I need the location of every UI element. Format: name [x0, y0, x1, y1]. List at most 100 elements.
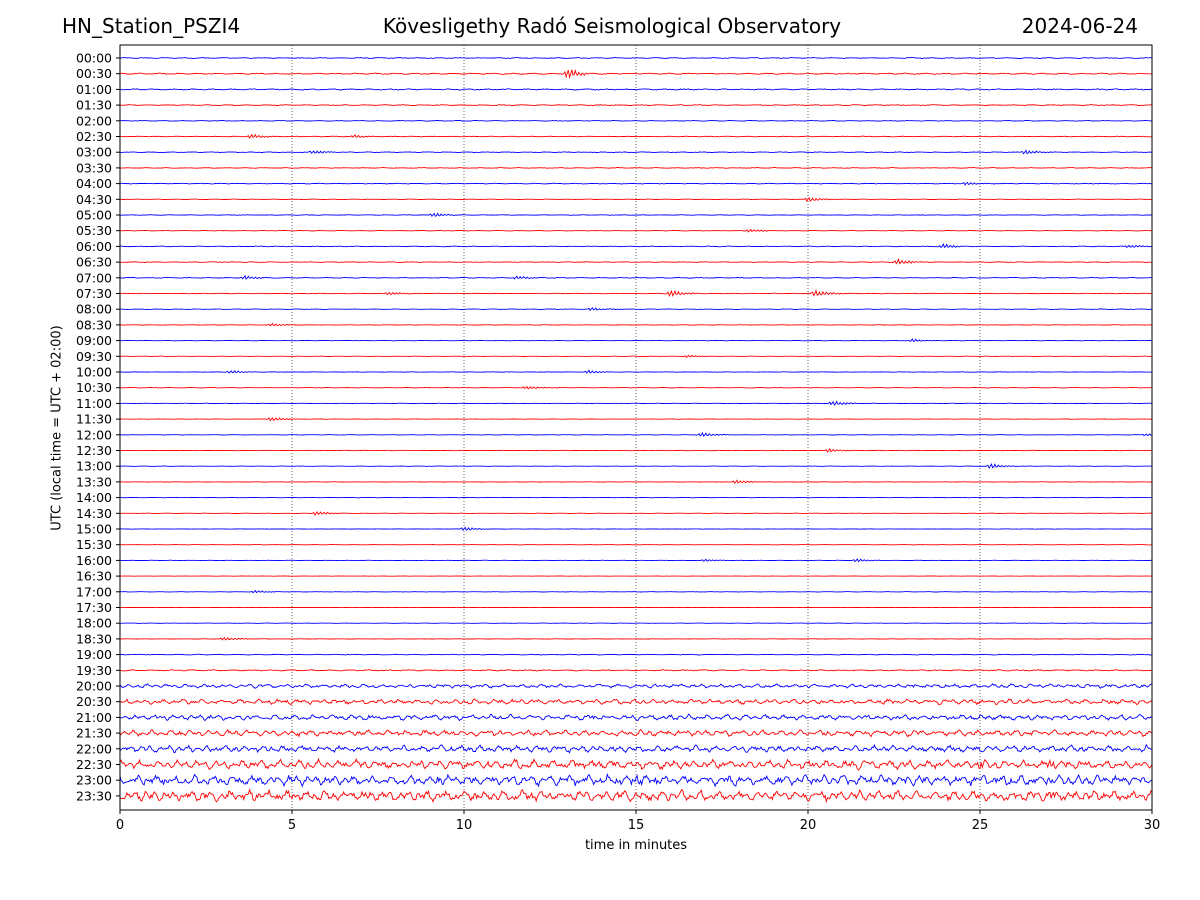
row-time-label: 04:00 [76, 176, 112, 191]
row-time-label: 01:30 [76, 98, 112, 113]
row-time-label: 17:30 [76, 600, 112, 615]
row-time-label: 22:00 [76, 741, 112, 756]
row-time-label: 09:00 [76, 333, 112, 348]
trace-row [119, 558, 1153, 563]
trace-row [119, 431, 1153, 438]
x-tick-label: 25 [972, 818, 989, 833]
y-tick-labels: 00:0000:3001:0001:3002:0002:3003:0003:30… [76, 51, 120, 803]
row-time-label: 07:00 [76, 270, 112, 285]
trace-row [119, 713, 1153, 722]
trace-row [120, 447, 1152, 453]
x-tick-label: 30 [1144, 818, 1161, 833]
row-time-label: 07:30 [76, 286, 112, 301]
row-time-label: 02:30 [76, 129, 112, 144]
trace-row [120, 337, 1153, 343]
trace-row [119, 88, 1153, 91]
row-time-label: 09:30 [76, 349, 112, 364]
trace-row [119, 385, 1153, 390]
seismic-traces [119, 57, 1153, 804]
row-time-label: 11:00 [76, 396, 112, 411]
trace-row [120, 228, 1153, 233]
trace-row [119, 274, 1153, 280]
row-time-label: 21:30 [76, 726, 112, 741]
row-time-label: 12:30 [76, 443, 112, 458]
row-time-label: 00:00 [76, 51, 112, 66]
x-tick-labels: 0 5 10 15 20 25 30 [116, 810, 1160, 833]
trace-row [120, 669, 1153, 672]
trace-row [119, 133, 1152, 140]
row-time-label: 15:00 [76, 522, 112, 537]
trace-row [119, 728, 1153, 738]
y-axis-label: UTC (local time = UTC + 02:00) [49, 325, 65, 531]
row-time-label: 18:30 [76, 631, 112, 646]
trace-row [119, 242, 1153, 249]
trace-row [119, 462, 1153, 469]
row-time-label: 05:30 [76, 223, 112, 238]
row-time-label: 03:30 [76, 160, 112, 175]
row-time-label: 04:30 [76, 192, 112, 207]
trace-row [119, 743, 1153, 754]
trace-row [119, 57, 1152, 59]
row-time-label: 08:00 [76, 302, 112, 317]
trace-row [119, 369, 1153, 374]
record-date: 2024-06-24 [1021, 14, 1138, 38]
row-time-label: 19:00 [76, 647, 112, 662]
trace-row [119, 119, 1152, 122]
trace-row [119, 757, 1153, 771]
row-time-label: 05:00 [76, 208, 112, 223]
row-time-label: 21:00 [76, 710, 112, 725]
trace-row [119, 68, 1152, 80]
row-time-label: 13:00 [76, 459, 112, 474]
row-time-label: 11:30 [76, 412, 112, 427]
row-time-label: 08:30 [76, 317, 112, 332]
row-time-label: 17:00 [76, 584, 112, 599]
trace-row [120, 589, 1153, 594]
trace-row [119, 354, 1153, 359]
trace-row [119, 288, 1153, 298]
row-time-label: 16:30 [76, 569, 112, 584]
trace-row [119, 257, 1153, 265]
row-time-label: 14:30 [76, 506, 112, 521]
x-tick-label: 10 [456, 818, 473, 833]
row-time-label: 13:30 [76, 474, 112, 489]
plot-frame [119, 44, 1153, 811]
x-tick-label: 15 [628, 818, 645, 833]
row-time-label: 18:00 [76, 616, 112, 631]
row-time-label: 16:00 [76, 553, 112, 568]
trace-row [119, 636, 1152, 641]
row-time-label: 10:30 [76, 380, 112, 395]
trace-row [120, 212, 1153, 217]
trace-row [119, 526, 1153, 531]
row-time-label: 20:00 [76, 679, 112, 694]
trace-row [120, 479, 1153, 485]
row-time-label: 06:30 [76, 255, 112, 270]
trace-row [119, 511, 1153, 516]
observatory-title: Kövesligethy Radó Seismological Observat… [382, 14, 842, 38]
row-time-label: 06:00 [76, 239, 112, 254]
trace-row [120, 322, 1152, 327]
trace-row [119, 400, 1153, 406]
trace-row [119, 149, 1152, 155]
row-time-label: 23:30 [76, 788, 112, 803]
x-tick-label: 0 [116, 818, 124, 833]
trace-row [120, 307, 1153, 312]
row-time-label: 10:00 [76, 365, 112, 380]
trace-row [119, 104, 1153, 107]
station-name: HN_Station_PSZI4 [62, 14, 241, 38]
trace-row [119, 181, 1153, 186]
grid-lines [291, 45, 981, 810]
trace-row [119, 196, 1153, 203]
trace-row [119, 683, 1153, 690]
trace-row [119, 788, 1153, 804]
trace-row [119, 772, 1153, 788]
x-axis-label: time in minutes [584, 838, 688, 853]
trace-row [119, 417, 1153, 422]
row-time-label: 15:30 [76, 537, 112, 552]
trace-row [120, 167, 1153, 169]
row-time-label: 22:30 [76, 757, 112, 772]
row-time-label: 12:00 [76, 427, 112, 442]
row-time-label: 03:00 [76, 145, 112, 160]
row-time-label: 14:00 [76, 490, 112, 505]
row-time-label: 19:30 [76, 663, 112, 678]
